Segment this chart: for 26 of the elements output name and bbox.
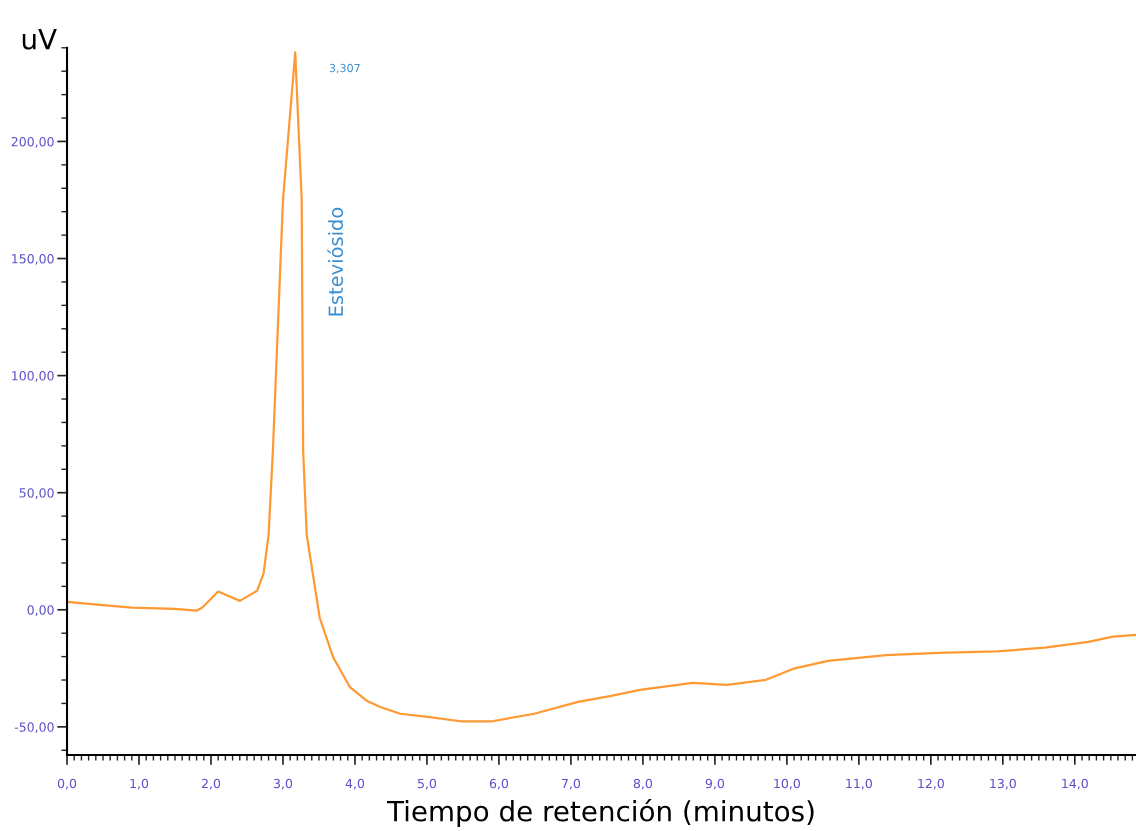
x-tick-label: 0,0	[57, 778, 77, 790]
annotation: Esteviósido	[327, 207, 344, 316]
y-tick-label: 0,00	[27, 605, 54, 616]
x-tick-label: 4,0	[345, 778, 365, 790]
line-series	[67, 51, 1136, 723]
x-axis-title: Tiempo de retención (minutos)	[386, 799, 814, 827]
x-tick-label: 12,0	[918, 778, 944, 790]
x-tick-label: 3,0	[273, 778, 293, 790]
x-tick-label: 13,0	[990, 778, 1016, 790]
x-tick-label: 14,0	[1062, 778, 1088, 790]
x-tick-label: 9,0	[705, 778, 724, 790]
x-tick-label: 6,0	[489, 778, 509, 790]
x-tick-label: 5,0	[417, 778, 437, 790]
y-tick-label: 100,00	[12, 371, 54, 382]
y-tick-label: 50,00	[19, 488, 54, 499]
y-tick-label: 200,00	[11, 136, 54, 148]
y-tick-label: -50,00	[14, 722, 54, 734]
x-tick-label: 11,0	[846, 778, 872, 790]
x-tick-label: 8,0	[633, 778, 653, 790]
x-tick-label: 7,0	[562, 778, 581, 790]
y-tick-label: 150,00	[12, 254, 54, 265]
y-axis-title: uV	[22, 28, 57, 50]
x-tick-label: 1,0	[130, 778, 149, 790]
x-tick-label: 2,0	[201, 778, 221, 790]
x-tick-label: 10,0	[774, 778, 800, 790]
annotation: 3,307	[329, 63, 360, 74]
